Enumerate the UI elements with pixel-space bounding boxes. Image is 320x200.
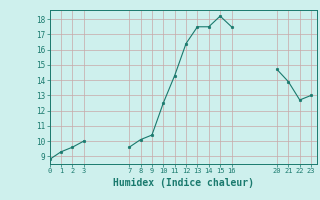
X-axis label: Humidex (Indice chaleur): Humidex (Indice chaleur): [113, 178, 254, 188]
